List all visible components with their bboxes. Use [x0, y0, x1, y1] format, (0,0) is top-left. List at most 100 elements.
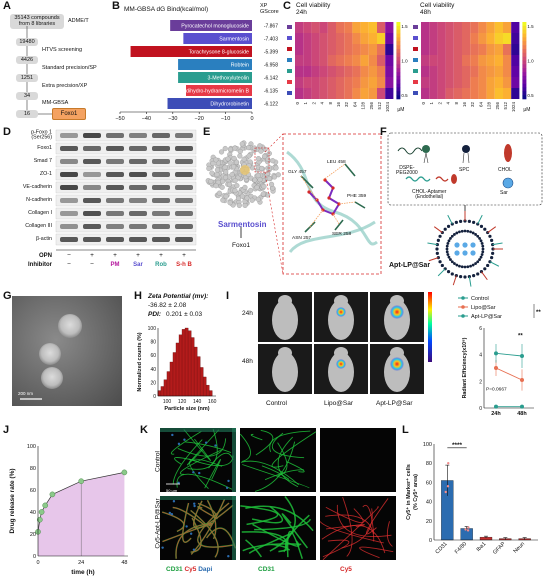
lipid-head: [463, 275, 466, 278]
hist-bar: [176, 343, 179, 396]
heat-cell: [454, 44, 462, 55]
blot-band: [152, 211, 170, 216]
data-point: [520, 354, 524, 358]
row-swatch-1-2: [413, 47, 418, 51]
protein-atom: [211, 161, 216, 166]
ortho-strip: [232, 428, 236, 492]
heat-cell: [352, 88, 360, 99]
fluorescence-signal: [336, 307, 346, 317]
protein-atom: [230, 172, 235, 177]
opn-sign: +: [182, 252, 186, 259]
protein-atom: [234, 183, 239, 188]
heat-cell: [377, 66, 385, 77]
panel-letter-a: A: [3, 0, 11, 12]
heat-cell: [352, 33, 360, 44]
release-point: [79, 479, 84, 484]
lipid-head: [447, 225, 450, 228]
heat-cell: [470, 33, 478, 44]
hbond: [323, 164, 345, 180]
bar-label-2: Torachrysone 8-glucoside: [189, 50, 249, 56]
lipid-head: [453, 233, 456, 236]
panel-letter-h: H: [134, 290, 142, 302]
dapi-nucleus: [227, 480, 229, 482]
hbond: [333, 214, 339, 224]
blot-band: [60, 133, 78, 138]
heat-cell: [385, 66, 393, 77]
row-swatch-1-1: [413, 36, 418, 40]
hist-bar: [173, 352, 176, 396]
heat-unit: μM: [523, 107, 530, 113]
aptamer-strand: [469, 277, 471, 287]
heat-cell: [429, 44, 437, 55]
heat-cell: [320, 44, 328, 55]
row-swatch-1-5: [413, 80, 418, 84]
residue-leu458: LEU 458: [327, 160, 346, 165]
heat-cell: [511, 22, 519, 33]
lipid-head: [474, 233, 477, 236]
protein-atom: [262, 184, 267, 189]
x-tick-label: 100: [163, 399, 172, 405]
legend-cy5: Cy5: [340, 566, 352, 573]
ortho-strip: [160, 496, 236, 500]
y-tick-label: 0: [153, 394, 156, 400]
heat-cell: [511, 55, 519, 66]
inhibitor-name: Rob: [155, 262, 167, 268]
heat-cell: [495, 66, 503, 77]
blot-band: [83, 172, 101, 177]
blot-band: [175, 198, 193, 203]
heat-x-label: 64: [478, 102, 483, 108]
aptamer-strand: [488, 227, 496, 233]
lipid-head: [444, 228, 447, 231]
release-point: [122, 470, 127, 475]
blot-band: [106, 133, 124, 138]
lipid-head: [451, 260, 454, 263]
residue-phe359: PHE 359: [347, 194, 366, 199]
dapi-nucleus: [171, 434, 173, 436]
lipid-head: [476, 235, 479, 238]
cbar-seg: [396, 26, 400, 30]
cbar-tick: 0.5: [401, 93, 408, 98]
heat-cell: [478, 33, 486, 44]
heat-cell: [303, 33, 311, 44]
heat-cell: [511, 77, 519, 88]
lipid-head: [469, 265, 472, 268]
lipid-head: [466, 265, 469, 268]
data-point: [494, 405, 498, 409]
heat-x-label: 1: [303, 102, 308, 105]
heat-cell: [503, 66, 511, 77]
hist-bar: [158, 391, 161, 396]
protein-atom: [237, 203, 242, 208]
heat-cell: [336, 44, 344, 55]
blot-band: [60, 237, 78, 242]
lipid-head: [459, 220, 462, 223]
lipid-head: [472, 232, 475, 235]
heat-cell: [320, 66, 328, 77]
panel-h-histogram: 100806040200100 120 140 160Particle size (n…: [134, 320, 220, 412]
blot-band: [175, 146, 193, 151]
heat-cell: [470, 44, 478, 55]
lipid-head: [464, 266, 467, 269]
protein-atom: [231, 164, 236, 169]
dapi-nucleus: [198, 472, 200, 474]
legend-cd31: CD31: [258, 566, 275, 573]
dapi-nucleus: [178, 443, 180, 445]
y-axis-label: Cy5⁺ in Marker⁺ cells: [405, 464, 412, 520]
heat-cell: [462, 66, 470, 77]
residue-asn257: ASN 257: [292, 236, 311, 241]
heat-cell: [503, 77, 511, 88]
heat-cell: [352, 22, 360, 33]
blot-band: [60, 198, 78, 203]
lipid-head: [468, 220, 471, 223]
blot-band: [106, 224, 124, 229]
lipid-head: [448, 239, 451, 242]
blot-band: [175, 224, 193, 229]
dapi-nucleus: [185, 525, 187, 527]
y-tick-label: 60: [426, 480, 432, 486]
x-tick-label-3: −20: [195, 116, 204, 122]
inhibitor-sign: −: [67, 261, 71, 268]
dapi-nucleus: [171, 513, 173, 515]
heat-cell: [495, 44, 503, 55]
blot-band: [175, 159, 193, 164]
heat-cell: [470, 88, 478, 99]
blot-band: [83, 146, 101, 151]
